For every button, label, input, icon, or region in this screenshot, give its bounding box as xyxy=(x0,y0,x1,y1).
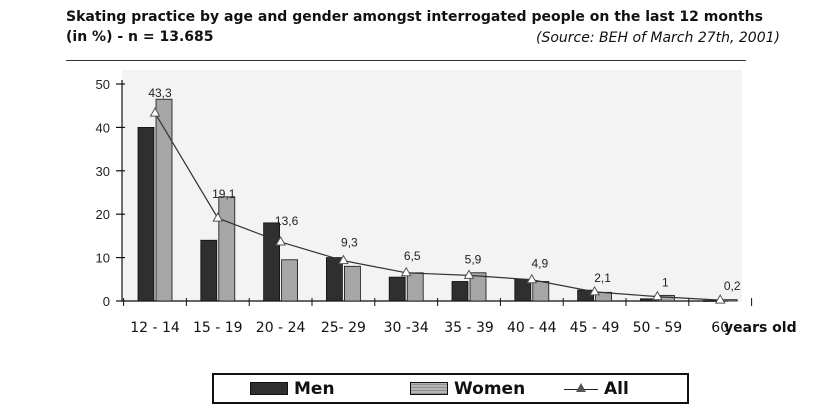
data-label: 9,3 xyxy=(341,236,358,250)
x-tick-label: 50 - 59 xyxy=(633,320,683,336)
y-tick-label: 40 xyxy=(96,120,110,135)
point-all xyxy=(463,269,475,279)
legend-item-men: Men xyxy=(250,379,335,399)
bar-women xyxy=(281,259,299,302)
chart-title: Skating practice by age and gender among… xyxy=(66,9,763,25)
data-label: 19,1 xyxy=(212,187,236,201)
bar-men xyxy=(200,239,218,302)
legend-item-all: All xyxy=(564,379,629,399)
x-tick-label: 60 xyxy=(711,320,729,336)
bar-women xyxy=(218,196,236,302)
point-all xyxy=(652,290,663,301)
data-label: 0,2 xyxy=(724,279,741,293)
legend: Men Women All xyxy=(212,373,689,404)
chart-plot: 0 10 20 30 40 50 12 - 14 15 - 19 20 - 24 25- 29 3… xyxy=(96,70,797,336)
bar-men xyxy=(451,281,469,302)
legend-label-women: Women xyxy=(454,378,526,399)
data-label: 2,1 xyxy=(594,271,611,285)
legend-label-men: Men xyxy=(294,378,335,399)
bar-men xyxy=(388,276,406,302)
data-label-group: 43,3 19,1 13,6 9,3 6,5 5,9 4,9 2,1 1 0,2 xyxy=(148,86,741,293)
y-tick-label: 20 xyxy=(96,207,110,222)
point-all xyxy=(212,212,224,222)
y-tick-label: 30 xyxy=(96,164,110,179)
chart-subtitle: (in %) - n = 13.685 xyxy=(66,29,214,45)
x-tick-label: 15 - 19 xyxy=(193,320,243,336)
point-all xyxy=(338,254,349,265)
line-all xyxy=(154,112,721,301)
all-line-marker-icon xyxy=(564,382,598,395)
data-label: 5,9 xyxy=(465,252,482,266)
x-axis-label: years old xyxy=(724,320,797,336)
point-all xyxy=(275,235,286,246)
x-tick-label: 30 -34 xyxy=(384,320,429,336)
bar-women xyxy=(155,98,173,302)
point-all xyxy=(149,107,161,117)
x-tick-label: 25- 29 xyxy=(321,320,366,336)
y-axis: 0 10 20 30 40 50 xyxy=(96,77,125,309)
y-tick-label: 0 xyxy=(103,294,110,309)
point-all xyxy=(526,273,538,284)
men-swatch-icon xyxy=(250,382,288,395)
data-label: 6,5 xyxy=(404,249,421,263)
line-series-group xyxy=(149,107,726,304)
bar-men xyxy=(137,127,155,302)
x-axis: 12 - 14 15 - 19 20 - 24 25- 29 30 -34 35 - 39… xyxy=(122,298,797,336)
point-all xyxy=(714,294,726,304)
data-label: 1 xyxy=(662,276,669,290)
point-all xyxy=(589,285,600,296)
x-tick-label: 45 - 49 xyxy=(570,320,620,336)
bar-women xyxy=(343,265,361,302)
y-tick-label: 50 xyxy=(96,77,110,92)
y-tick-label: 10 xyxy=(96,251,110,266)
data-label: 4,9 xyxy=(531,257,548,271)
data-label: 43,3 xyxy=(148,86,172,100)
title-rule xyxy=(66,60,746,61)
women-swatch-icon xyxy=(410,382,448,395)
bar-women xyxy=(469,272,487,302)
bar-men xyxy=(263,222,281,302)
chart-source: (Source: BEH of March 27th, 2001) xyxy=(536,30,780,46)
bar-women xyxy=(406,272,424,302)
point-all xyxy=(400,266,412,277)
x-tick-label: 20 - 24 xyxy=(256,320,306,336)
x-tick-label: 12 - 14 xyxy=(130,320,180,336)
legend-item-women: Women xyxy=(410,379,525,399)
x-tick-label: 40 - 44 xyxy=(507,320,557,336)
x-tick-label: 35 - 39 xyxy=(444,320,494,336)
legend-label-all: All xyxy=(604,378,629,399)
bar-women xyxy=(532,281,550,302)
data-label: 13,6 xyxy=(275,214,299,228)
bar-series-group xyxy=(137,98,738,302)
